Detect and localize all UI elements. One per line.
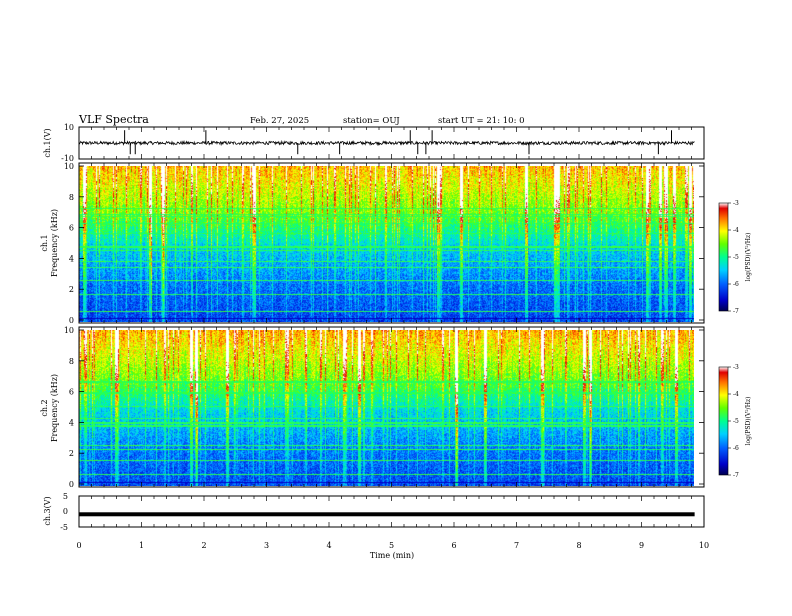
- ch1-colorbar-tick-label: -6: [733, 281, 739, 288]
- xtick-label: 8: [576, 541, 581, 550]
- xtick-label: 7: [514, 541, 519, 550]
- ch2-colorbar-tick-label: -7: [733, 472, 739, 479]
- ch1-waveform-line: [78, 139, 695, 147]
- xtick-label: 0: [76, 541, 81, 550]
- ch1-ylabel: ch.1(V): [43, 128, 52, 157]
- ch1-spec-ytick-label: 6: [69, 224, 74, 233]
- ch1-colorbar-tick-label: -5: [733, 254, 739, 261]
- panel-ch1-waveform: 10 -10 ch.1(V): [43, 123, 705, 163]
- ch2-spec-ylabel-frequency: Frequency (kHz): [50, 374, 59, 442]
- ch1-spikes: [124, 130, 672, 155]
- xtick-label: 4: [326, 541, 331, 550]
- xtick-label: 5: [389, 541, 394, 550]
- ch1-colorbar: [718, 202, 729, 312]
- time-axis-label: Time (min): [370, 551, 414, 560]
- ch1-spec-ylabel-frequency: Frequency (kHz): [50, 209, 59, 277]
- ch1-spec-ytick-label: 0: [69, 316, 74, 325]
- ch1-spec-yticks: 0 2 4 6 8 10: [64, 162, 704, 325]
- ch2-spec-ytick-label: 0: [69, 480, 74, 489]
- ch1-spec-ytick-label: 4: [69, 254, 74, 263]
- ch1-colorbar-tick-label: -7: [733, 308, 739, 315]
- ch1-spec-ytick-label: 10: [64, 162, 74, 171]
- ch2-spec-ytick-label: 4: [69, 418, 74, 427]
- ch3-ytick-top: 5: [63, 492, 68, 501]
- header-start-time: start UT = 21: 10: 0: [438, 116, 525, 126]
- header-station: station= OUJ: [343, 116, 400, 126]
- ch3-ytick-mid: 0: [63, 507, 68, 516]
- ch1-spectrogram-image: [79, 166, 694, 322]
- chart-title: VLF Spectra: [78, 113, 149, 126]
- ch1-colorbar-tick-label: -4: [733, 227, 739, 234]
- time-axis-ticks: [78, 127, 705, 527]
- ch2-spec-ytick-label: 6: [69, 388, 74, 397]
- ch3-constant-line: [79, 512, 695, 517]
- ch1-ytick-top: 10: [64, 123, 74, 132]
- ch3-ylabel: ch.3(V): [43, 496, 52, 525]
- ch2-spec-ytick-label: 10: [64, 326, 74, 335]
- header-date: Feb. 27, 2025: [250, 116, 309, 126]
- ch2-spec-yticks: 0 2 4 6 8 10: [64, 326, 704, 489]
- ch2-colorbar: [718, 366, 729, 476]
- ch2-colorbar-tick-label: -4: [733, 391, 739, 398]
- xtick-label: 10: [699, 541, 709, 550]
- xtick-label: 2: [201, 541, 206, 550]
- ch2-colorbar-label: log(PSD)(V²/Hz): [745, 397, 752, 446]
- ch1-colorbar-ticks: -3 -4 -5 -6 -7: [728, 200, 739, 315]
- ch2-colorbar-ticks: -3 -4 -5 -6 -7: [728, 364, 739, 479]
- ch3-ytick-bottom: -5: [60, 523, 68, 532]
- ch2-spectrogram-image: [79, 330, 694, 486]
- ch1-colorbar-label: log(PSD)(V²/Hz): [745, 233, 752, 282]
- ch1-colorbar-tick-label: -3: [733, 200, 739, 207]
- ch1-spec-ytick-label: 8: [69, 193, 74, 202]
- ch2-spec-ylabel-channel: ch.2: [40, 399, 49, 416]
- xtick-label: 3: [264, 541, 269, 550]
- ch2-colorbar-tick-label: -3: [733, 364, 739, 371]
- xtick-label: 6: [451, 541, 456, 550]
- xtick-label: 9: [639, 541, 644, 550]
- panel-ch3-waveform: 5 0 -5 ch.3(V): [43, 492, 705, 532]
- ch2-colorbar-tick-label: -6: [733, 445, 739, 452]
- ch2-colorbar-tick-label: -5: [733, 418, 739, 425]
- ch1-spec-ytick-label: 2: [69, 285, 74, 294]
- time-axis-tick-labels: 0 1 2 3 4 5 6 7 8 9 10: [76, 541, 709, 550]
- ch2-spec-ytick-label: 2: [69, 449, 74, 458]
- xtick-label: 1: [139, 541, 144, 550]
- ch2-spec-ytick-label: 8: [69, 357, 74, 366]
- ch1-ytick-bottom: -10: [61, 154, 74, 163]
- ch1-spec-ylabel-channel: ch.1: [40, 234, 49, 251]
